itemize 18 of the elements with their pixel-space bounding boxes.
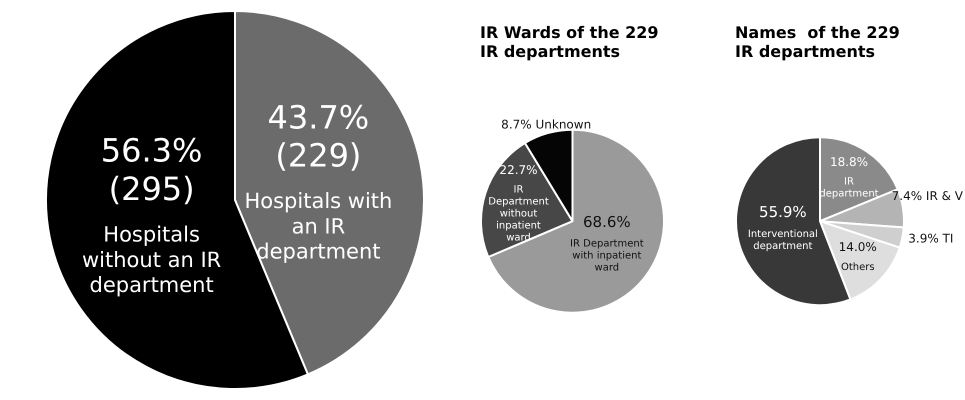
data-label: 14.0% <box>838 240 877 254</box>
data-label: 55.9% <box>759 203 807 222</box>
chart-title: IR Wards of the 229 IR departments <box>480 22 659 61</box>
data-label: 22.7% <box>499 162 538 177</box>
data-label: 43.7% (229) <box>268 98 370 175</box>
chart-title: Names of the 229 IR departments <box>735 22 900 61</box>
slice-label: 3.9% TI <box>908 231 954 246</box>
slice-label: Interventional department <box>748 228 818 252</box>
slice-label: Hospitals without an IR department <box>82 222 222 298</box>
data-label: 68.6% <box>583 212 631 231</box>
slice-label: 7.4% IR & V <box>892 188 964 203</box>
slice-label: IR department <box>819 176 879 200</box>
slice-label: Others <box>840 262 875 273</box>
slice-label: 8.7% Unknown <box>501 118 592 132</box>
slice-label: IR Department with inpatient ward <box>570 238 644 274</box>
slice-label: Hospitals with an IR department <box>244 189 392 264</box>
data-label: 18.8% <box>830 155 868 170</box>
data-label: 56.3% (295) <box>100 132 202 208</box>
